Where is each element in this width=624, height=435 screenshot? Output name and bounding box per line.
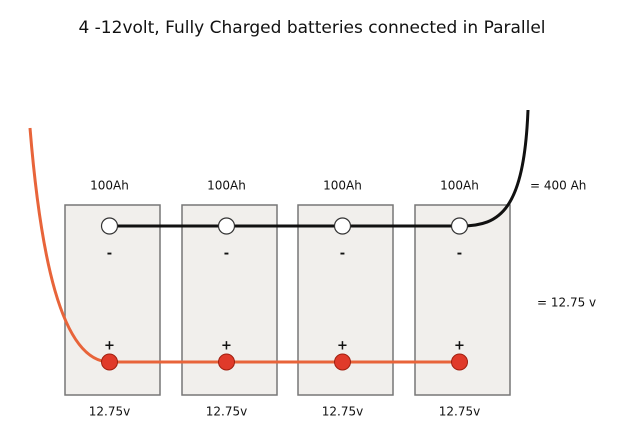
capacity-label: 100Ah [323, 179, 362, 193]
positive-sign: + [337, 339, 348, 354]
voltage-label: 12.75v [439, 405, 480, 419]
negative-sign: - [457, 247, 462, 262]
positive-wire [28, 127, 461, 364]
positive-terminal [218, 353, 235, 371]
negative-sign: - [224, 247, 229, 262]
positive-sign: + [454, 339, 465, 354]
positive-terminal [334, 353, 351, 371]
capacity-label: 100Ah [207, 179, 246, 193]
positive-terminal [451, 353, 468, 371]
terminals [100, 217, 469, 371]
negative-terminal [100, 217, 119, 235]
total-voltage: = 12.75 v [537, 296, 596, 310]
voltage-label: 12.75v [206, 405, 247, 419]
negative-sign: - [340, 247, 345, 262]
voltage-label: 12.75v [89, 405, 130, 419]
positive-sign: + [221, 339, 232, 354]
negative-terminal [217, 217, 236, 235]
positive-terminal [101, 353, 118, 371]
total-capacity: = 400 Ah [530, 179, 586, 193]
positive-sign: + [104, 339, 115, 354]
voltage-label: 12.75v [322, 405, 363, 419]
capacity-label: 100Ah [90, 179, 129, 193]
negative-sign: - [107, 247, 112, 262]
title: 4 -12volt, Fully Charged batteries conne… [78, 18, 545, 38]
capacity-label: 100Ah [440, 179, 479, 193]
negative-terminal [333, 217, 352, 235]
batteries: 100Ah 12.75v - +100Ah 12.75v - +100Ah 12.75v - +1… [64, 179, 511, 419]
negative-terminal [450, 217, 469, 235]
